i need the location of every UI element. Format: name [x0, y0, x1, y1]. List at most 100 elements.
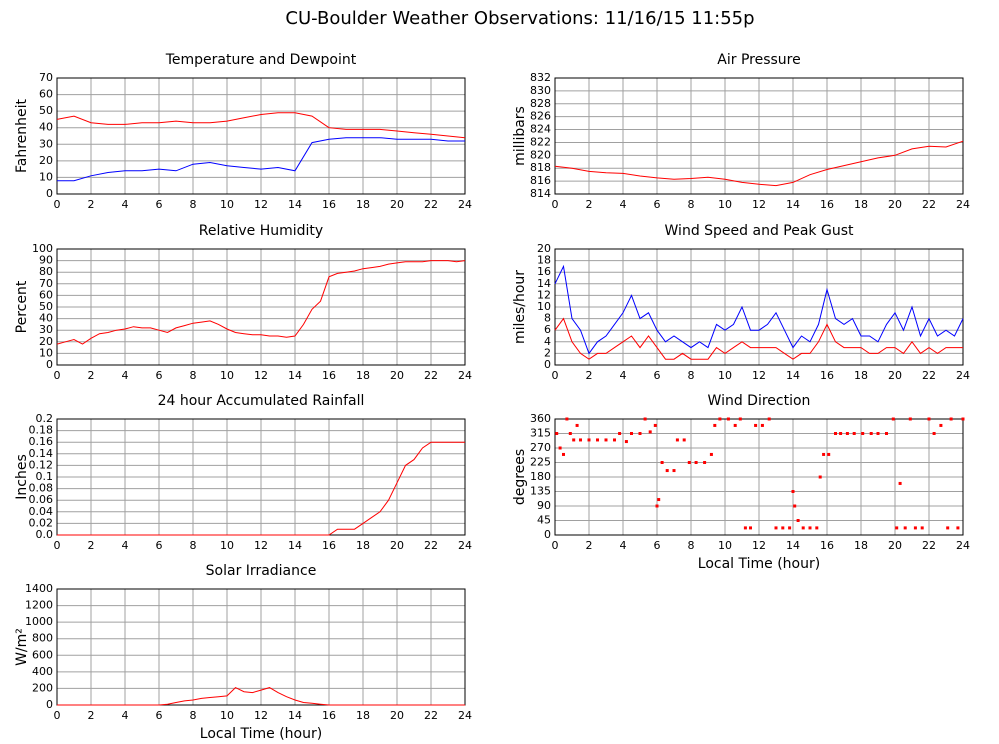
data-point — [861, 432, 865, 435]
data-point — [932, 432, 936, 435]
x-tick-label: 2 — [88, 539, 95, 552]
x-tick-label: 22 — [424, 369, 438, 382]
y-tick-label: 1000 — [25, 615, 53, 628]
x-tick-label: 10 — [220, 369, 234, 382]
data-point — [733, 423, 737, 427]
chart-title: Wind Speed and Peak Gust — [665, 223, 854, 239]
y-tick-label: 0.06 — [29, 493, 54, 506]
x-tick-label: 4 — [620, 198, 627, 211]
x-tick-label: 22 — [922, 369, 936, 382]
y-tick-label: 832 — [530, 71, 551, 84]
data-point — [774, 526, 778, 530]
data-point — [749, 526, 752, 530]
x-tick-label: 8 — [688, 369, 695, 382]
x-tick-label: 4 — [122, 709, 129, 722]
data-point — [876, 432, 880, 435]
x-tick-label: 2 — [88, 709, 95, 722]
data-point — [908, 417, 912, 421]
data-point — [682, 438, 686, 442]
y-tick-label: 8 — [544, 312, 551, 325]
y-tick-label: 16 — [537, 265, 551, 278]
x-tick-label: 12 — [752, 369, 766, 382]
data-point — [675, 438, 679, 442]
x-tick-label: 4 — [122, 198, 129, 211]
x-tick-label: 22 — [424, 539, 438, 552]
data-line — [56, 260, 466, 345]
x-tick-label: 24 — [956, 369, 970, 382]
x-tick-label: 12 — [752, 198, 766, 211]
data-point — [568, 432, 572, 435]
y-axis-label: miles/hour — [512, 270, 528, 344]
y-tick-label: 20 — [537, 242, 551, 255]
page-title: CU-Boulder Weather Observations: 11/16/1… — [285, 8, 754, 29]
data-point — [613, 438, 616, 442]
y-tick-label: 225 — [530, 456, 551, 469]
x-tick-label: 14 — [786, 539, 800, 552]
y-axis-label: W/m² — [14, 628, 30, 666]
data-point — [718, 417, 722, 421]
data-point — [587, 438, 591, 442]
y-tick-label: 4 — [544, 335, 551, 348]
data-point — [891, 417, 895, 421]
data-line — [57, 441, 465, 536]
data-point — [920, 526, 924, 530]
x-tick-label: 14 — [288, 709, 302, 722]
x-tick-label: 12 — [752, 539, 766, 552]
y-tick-label: 6 — [544, 323, 551, 336]
x-tick-label: 6 — [156, 369, 163, 382]
y-tick-label: 824 — [530, 123, 551, 136]
data-point — [788, 526, 792, 530]
y-tick-label: 30 — [39, 137, 53, 150]
x-tick-label: 24 — [458, 709, 472, 722]
y-tick-label: 1400 — [25, 582, 53, 595]
x-tick-label: 0 — [552, 539, 559, 552]
y-tick-label: 0.18 — [29, 424, 54, 437]
y-tick-label: 135 — [530, 485, 551, 498]
x-tick-label: 16 — [820, 539, 834, 552]
data-line — [57, 686, 465, 706]
data-point — [822, 452, 826, 456]
data-point — [738, 417, 742, 421]
data-point — [852, 432, 856, 435]
y-tick-label: 0.12 — [29, 458, 54, 471]
data-point — [558, 446, 562, 450]
x-tick-label: 16 — [322, 198, 336, 211]
plot-frame — [554, 418, 964, 536]
data-point — [903, 526, 907, 530]
data-point — [939, 423, 943, 427]
y-tick-label: 270 — [530, 441, 551, 454]
x-tick-label: 18 — [854, 539, 868, 552]
x-tick-label: 18 — [356, 369, 370, 382]
y-tick-label: 50 — [39, 300, 53, 313]
x-tick-label: 2 — [88, 198, 95, 211]
y-axis-label: Percent — [14, 280, 30, 333]
y-tick-label: 820 — [530, 148, 551, 161]
x-tick-label: 24 — [956, 539, 970, 552]
y-tick-label: 0.1 — [36, 470, 54, 483]
y-tick-label: 60 — [39, 288, 53, 301]
chart-title: Air Pressure — [717, 52, 800, 68]
x-tick-label: 22 — [922, 198, 936, 211]
data-point — [648, 430, 652, 434]
x-tick-label: 20 — [390, 709, 404, 722]
data-point — [818, 475, 822, 479]
y-tick-label: 814 — [530, 187, 551, 200]
y-tick-label: 70 — [39, 277, 53, 290]
data-line — [554, 140, 964, 187]
data-point — [726, 417, 730, 421]
data-point — [743, 526, 747, 530]
data-point — [760, 423, 764, 427]
y-tick-label: 40 — [39, 312, 53, 325]
data-point — [694, 461, 698, 464]
y-tick-label: 10 — [537, 300, 551, 313]
data-point — [956, 526, 960, 530]
data-point — [572, 438, 576, 442]
x-tick-label: 18 — [854, 369, 868, 382]
y-tick-label: 830 — [530, 84, 551, 97]
y-axis-label: degrees — [512, 449, 528, 505]
y-tick-label: 600 — [32, 648, 53, 661]
y-tick-label: 828 — [530, 97, 551, 110]
data-point — [660, 461, 664, 464]
y-tick-label: 0.16 — [29, 435, 54, 448]
